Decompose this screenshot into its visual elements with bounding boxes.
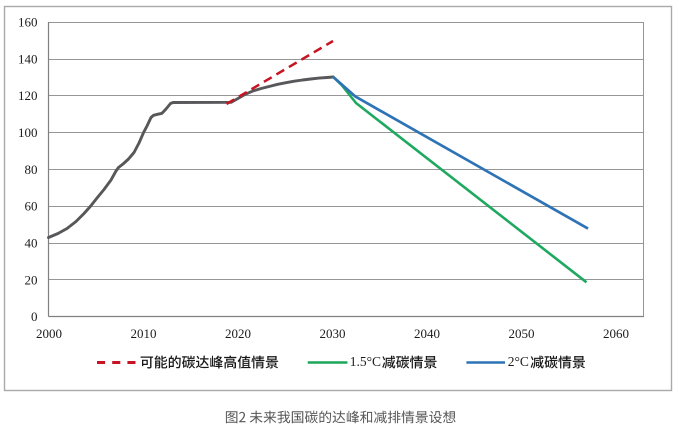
svg-text:2020: 2020 xyxy=(225,326,251,341)
svg-text:2010: 2010 xyxy=(131,326,157,341)
svg-text:60: 60 xyxy=(25,199,38,214)
svg-text:2°C: 2°C xyxy=(508,354,529,369)
svg-text:100: 100 xyxy=(18,125,38,140)
svg-text:0: 0 xyxy=(31,309,38,324)
svg-text:40: 40 xyxy=(25,236,38,251)
svg-text:20: 20 xyxy=(25,272,38,287)
svg-text:80: 80 xyxy=(25,162,38,177)
svg-text:2050: 2050 xyxy=(509,326,535,341)
svg-text:2000: 2000 xyxy=(36,326,62,341)
svg-text:2040: 2040 xyxy=(414,326,440,341)
svg-text:1.5°C: 1.5°C xyxy=(350,354,381,369)
svg-text:2060: 2060 xyxy=(603,326,629,341)
svg-text:2030: 2030 xyxy=(320,326,346,341)
svg-text:140: 140 xyxy=(18,51,38,66)
svg-text:160: 160 xyxy=(18,15,38,30)
svg-text:120: 120 xyxy=(18,88,38,103)
